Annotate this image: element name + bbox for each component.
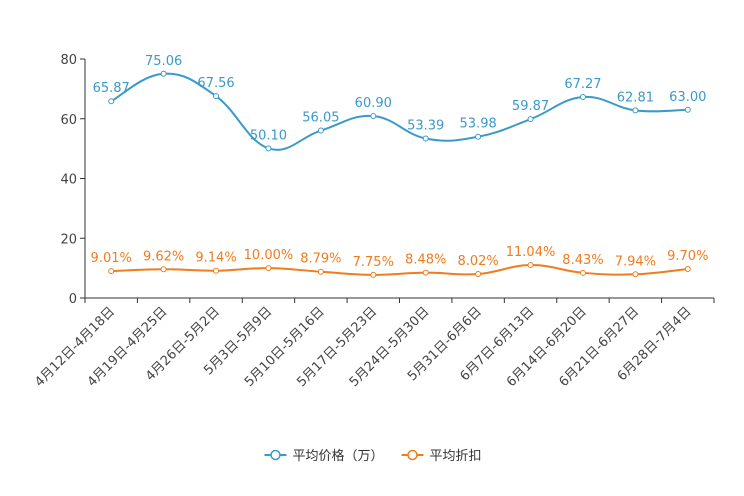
series-1: 65.87 75.06 67.56 50.10 56.05 60.90 53.39 53.98…: [93, 54, 706, 152]
data-point[interactable]: [317, 127, 324, 134]
data-point[interactable]: [475, 271, 482, 278]
legend-item-2[interactable]: 平均折扣: [401, 449, 482, 464]
data-label: 8.48%: [405, 253, 446, 268]
data-point[interactable]: [213, 267, 220, 274]
data-point[interactable]: [108, 268, 115, 275]
data-label: 9.01%: [91, 251, 132, 266]
data-label: 7.75%: [353, 255, 394, 270]
data-point[interactable]: [475, 133, 482, 140]
data-label: 53.39: [407, 118, 444, 133]
data-point[interactable]: [265, 145, 272, 152]
data-point[interactable]: [579, 269, 586, 276]
data-label: 50.10: [250, 128, 287, 143]
legend[interactable]: 平均价格（万） 平均折扣: [264, 448, 482, 464]
data-label: 59.87: [512, 99, 549, 114]
data-point[interactable]: [527, 116, 534, 123]
data-label: 62.81: [617, 90, 654, 105]
data-point[interactable]: [422, 269, 429, 276]
data-point[interactable]: [370, 113, 377, 120]
y-tick-label: 60: [60, 113, 77, 128]
data-point[interactable]: [213, 93, 220, 100]
legend-item-1[interactable]: 平均价格（万）: [264, 448, 384, 464]
data-label: 53.98: [460, 117, 497, 132]
data-point[interactable]: [527, 262, 534, 269]
y-tick-label: 0: [69, 292, 77, 307]
data-label: 8.02%: [457, 254, 498, 269]
data-point[interactable]: [160, 70, 167, 77]
data-label: 56.05: [302, 111, 339, 126]
data-label: 65.87: [93, 81, 130, 96]
data-label: 67.27: [564, 77, 601, 92]
legend-label: 平均价格（万）: [293, 448, 384, 464]
data-point[interactable]: [265, 265, 272, 272]
series-line: [111, 264, 688, 276]
data-point[interactable]: [422, 135, 429, 142]
data-point[interactable]: [317, 268, 324, 275]
data-label: 9.62%: [143, 249, 184, 264]
data-point[interactable]: [684, 266, 691, 273]
data-label: 8.43%: [562, 253, 603, 268]
data-label: 8.79%: [300, 252, 341, 267]
data-label: 60.90: [355, 96, 392, 111]
data-label: 63.00: [669, 90, 706, 105]
legend-marker-icon: [407, 449, 418, 461]
data-label: 10.00%: [244, 248, 294, 263]
data-point[interactable]: [370, 271, 377, 278]
data-label: 9.70%: [667, 249, 708, 264]
series-2: 9.01% 9.62% 9.14% 10.00% 8.79% 7.75% 8.48% 8.02…: [91, 245, 708, 278]
series-layer: 65.87 75.06 67.56 50.10 56.05 60.90 53.39 53.98…: [91, 54, 708, 278]
data-point[interactable]: [160, 266, 167, 273]
y-tick-label: 80: [60, 53, 77, 68]
data-label: 7.94%: [615, 254, 656, 269]
data-point[interactable]: [632, 271, 639, 278]
legend-marker-icon: [270, 449, 281, 461]
data-point[interactable]: [108, 98, 115, 105]
x-axis-ticks: 4月12日-4月18日4月19日-4月25日4月26日-5月2日5月3日-5月9…: [32, 298, 715, 390]
data-label: 11.04%: [506, 245, 556, 260]
y-tick-label: 40: [60, 173, 77, 188]
data-label: 75.06: [145, 54, 182, 69]
data-point[interactable]: [632, 107, 639, 114]
data-label: 9.14%: [195, 251, 236, 266]
y-tick-label: 20: [60, 232, 77, 247]
data-point[interactable]: [579, 94, 586, 101]
data-point[interactable]: [684, 106, 691, 113]
y-axis-ticks: 0 20 40 60 80: [60, 53, 85, 307]
data-label: 67.56: [197, 76, 234, 91]
legend-label: 平均折扣: [430, 449, 482, 464]
